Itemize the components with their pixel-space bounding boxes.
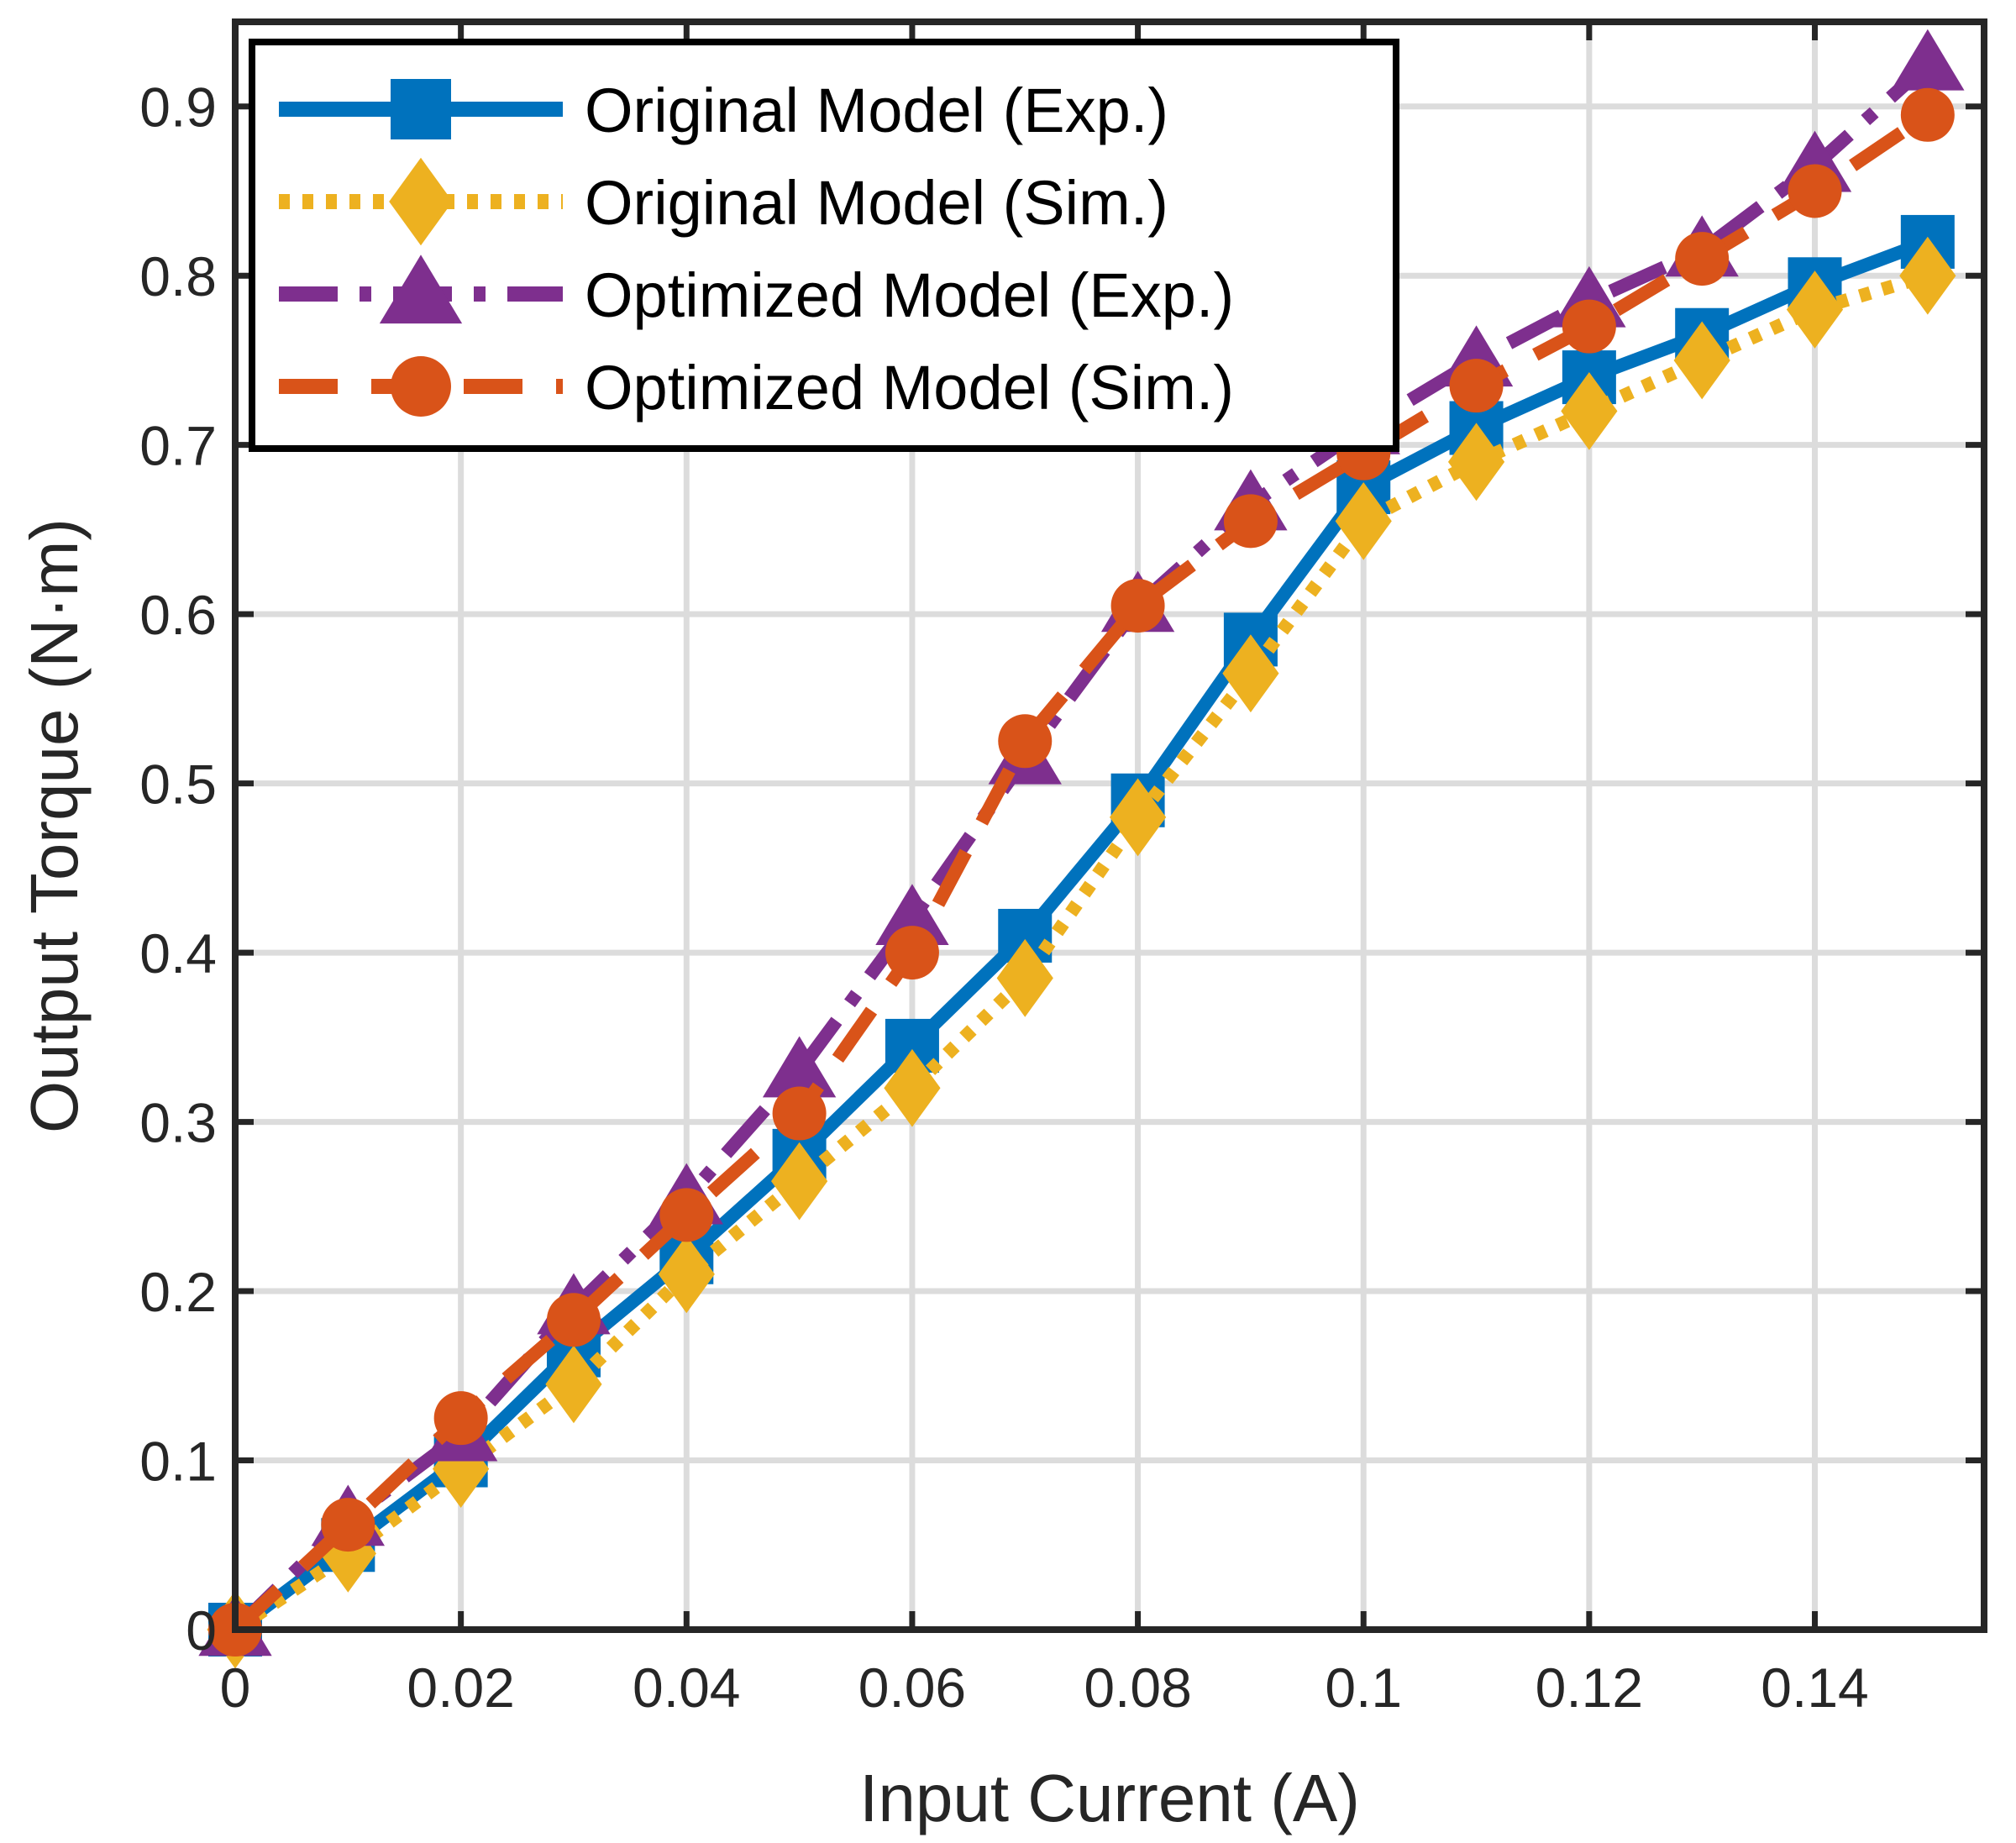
y-tick-label: 0.2 bbox=[139, 1261, 217, 1323]
data-point-triangle bbox=[1891, 29, 1965, 91]
data-point-circle bbox=[885, 926, 939, 980]
y-tick-label: 0.6 bbox=[139, 584, 217, 646]
data-point-circle bbox=[772, 1086, 827, 1141]
x-tick-label: 0.08 bbox=[1084, 1657, 1191, 1719]
data-point-triangle bbox=[762, 1036, 837, 1098]
data-point-triangle bbox=[875, 884, 949, 946]
y-tick-label: 0 bbox=[186, 1599, 217, 1662]
x-tick-label: 0.14 bbox=[1761, 1657, 1868, 1719]
data-point-circle bbox=[659, 1188, 714, 1242]
y-tick-label: 0.4 bbox=[139, 922, 217, 985]
data-point-diamond bbox=[1335, 481, 1392, 560]
data-point-diamond bbox=[1561, 371, 1618, 450]
data-point-circle bbox=[391, 356, 451, 417]
legend: Original Model (Exp.) Original Model (Sim… bbox=[249, 39, 1399, 452]
data-point-circle bbox=[1788, 164, 1842, 218]
legend-label: Original Model (Exp.) bbox=[585, 76, 1168, 145]
data-point-diamond bbox=[996, 938, 1053, 1017]
data-point-circle bbox=[1223, 494, 1278, 549]
data-point-diamond bbox=[884, 1048, 941, 1127]
series-layer bbox=[198, 29, 1965, 1669]
x-tick-label: 0.04 bbox=[633, 1657, 740, 1719]
series-circle bbox=[208, 87, 1955, 1657]
legend-entry: Original Model (Sim.) bbox=[279, 157, 1168, 246]
data-point-diamond bbox=[1222, 634, 1279, 713]
data-point-diamond bbox=[1899, 236, 1956, 315]
ticks bbox=[232, 22, 1984, 1633]
y-axis-label: Output Torque (N·m) bbox=[17, 518, 92, 1133]
data-point-diamond bbox=[1786, 270, 1844, 349]
data-point-diamond bbox=[1447, 423, 1505, 501]
series-line bbox=[231, 269, 1930, 1636]
axes-box bbox=[232, 18, 1987, 1633]
y-tick-label: 0.5 bbox=[139, 753, 217, 816]
data-point-circle bbox=[1562, 299, 1616, 354]
legend-entry: Optimized Model (Exp.) bbox=[279, 255, 1234, 330]
data-point-circle bbox=[321, 1498, 375, 1552]
series-line bbox=[231, 235, 1930, 1636]
x-axis-label: Input Current (A) bbox=[859, 1761, 1360, 1835]
x-tick-label: 0 bbox=[220, 1657, 251, 1719]
data-point-triangle bbox=[379, 255, 463, 324]
x-tick-label: 0.06 bbox=[858, 1657, 966, 1719]
data-point-circle bbox=[1449, 359, 1504, 413]
data-point-diamond bbox=[545, 1345, 602, 1424]
data-point-diamond bbox=[771, 1142, 828, 1221]
data-point-circle bbox=[1110, 579, 1165, 633]
legend-entry: Original Model (Exp.) bbox=[279, 76, 1168, 145]
tick-labels: 0 0.02 0.04 0.06 0.08 0.1 0.12 0.14 0 0.1 0.2 0.3 0.… bbox=[139, 76, 1869, 1719]
y-tick-label: 0.3 bbox=[139, 1092, 217, 1154]
y-tick-label: 0.9 bbox=[139, 76, 217, 139]
legend-label: Original Model (Sim.) bbox=[585, 168, 1168, 238]
x-tick-label: 0.02 bbox=[407, 1657, 514, 1719]
legend-label: Optimized Model (Sim.) bbox=[585, 353, 1234, 423]
legend-entry: Optimized Model (Sim.) bbox=[279, 353, 1234, 423]
data-point-circle bbox=[433, 1391, 488, 1446]
data-point-diamond bbox=[1109, 778, 1167, 857]
legend-label: Optimized Model (Exp.) bbox=[585, 260, 1234, 330]
y-tick-label: 0.8 bbox=[139, 245, 217, 307]
y-tick-label: 0.1 bbox=[139, 1431, 217, 1493]
data-point-diamond bbox=[433, 1430, 490, 1508]
data-point-diamond bbox=[389, 157, 453, 246]
y-tick-label: 0.7 bbox=[139, 415, 217, 477]
x-tick-label: 0.1 bbox=[1325, 1657, 1402, 1719]
data-point-circle bbox=[546, 1293, 601, 1347]
x-tick-label: 0.12 bbox=[1536, 1657, 1643, 1719]
series-line bbox=[230, 109, 1932, 1635]
data-point-diamond bbox=[658, 1235, 715, 1314]
data-point-square bbox=[391, 79, 451, 139]
data-point-circle bbox=[1900, 87, 1955, 142]
data-point-circle bbox=[998, 714, 1053, 769]
data-point-circle bbox=[1675, 232, 1730, 286]
data-point-diamond bbox=[1673, 321, 1730, 400]
